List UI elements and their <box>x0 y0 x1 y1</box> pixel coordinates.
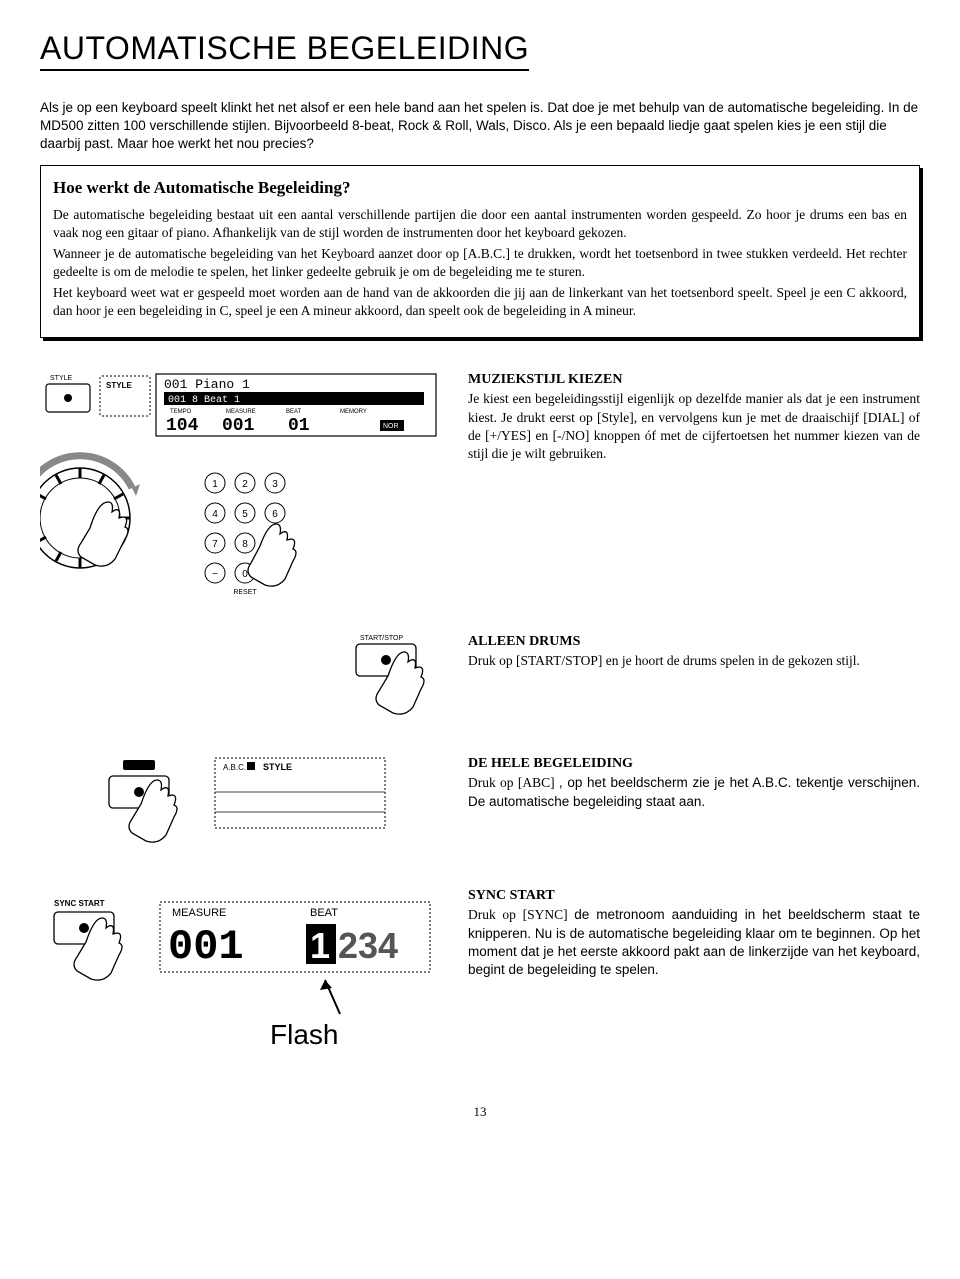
svg-text:RESET: RESET <box>233 589 257 596</box>
section-body-a: Druk op [ABC] <box>468 775 559 790</box>
svg-text:3: 3 <box>272 479 278 490</box>
svg-text:MEASURE: MEASURE <box>172 907 226 919</box>
svg-text:BEAT: BEAT <box>310 907 338 919</box>
page-number: 13 <box>40 1104 920 1120</box>
illustration-abc: A.B.C. STYLE <box>40 752 450 852</box>
illustration-drums: START/STOP <box>40 630 450 720</box>
section-drums: START/STOP ALLEEN DRUMS Druk op [START/S… <box>40 630 920 720</box>
svg-text:1: 1 <box>310 925 330 966</box>
section-title: DE HELE BEGELEIDING <box>468 756 633 771</box>
style-label-small: STYLE <box>50 375 73 382</box>
svg-text:TEMPO: TEMPO <box>170 409 192 415</box>
illustration-style: STYLE STYLE 001 Piano 1 001 8 Beat 1 TEM… <box>40 368 450 598</box>
section-title: MUZIEKSTIJL KIEZEN <box>468 372 622 387</box>
section-title: ALLEEN DRUMS <box>468 634 580 649</box>
section-abc-text: DE HELE BEGELEIDING Druk op [ABC] , op h… <box>468 752 920 810</box>
svg-text:1: 1 <box>212 479 218 490</box>
svg-text:START/STOP: START/STOP <box>360 635 404 642</box>
section-body-a: Druk op [SYNC] <box>468 907 574 922</box>
explanation-box: Hoe werkt de Automatische Begeleiding? D… <box>40 165 920 338</box>
section-sync: SYNC START MEASURE 001 BEAT 1 234 Flash … <box>40 884 920 1064</box>
svg-text:234: 234 <box>338 925 398 966</box>
svg-text:MEMORY: MEMORY <box>340 409 367 415</box>
svg-text:001: 001 <box>222 416 255 436</box>
svg-text:001 Piano 1: 001 Piano 1 <box>164 377 250 392</box>
section-body: Druk op [START/STOP] en je hoort de drum… <box>468 653 860 668</box>
svg-text:6: 6 <box>272 509 278 520</box>
section-sync-text: SYNC START Druk op [SYNC] de metronoom a… <box>468 884 920 979</box>
section-title: SYNC START <box>468 888 555 903</box>
svg-text:Flash: Flash <box>270 1019 338 1050</box>
box-paragraph: De automatische begeleiding bestaat uit … <box>53 206 907 241</box>
svg-text:7: 7 <box>212 539 218 550</box>
page-title: AUTOMATISCHE BEGELEIDING <box>40 30 529 71</box>
section-style-text: MUZIEKSTIJL KIEZEN Je kiest een begeleid… <box>468 368 920 463</box>
section-style: STYLE STYLE 001 Piano 1 001 8 Beat 1 TEM… <box>40 368 920 598</box>
svg-text:SYNC START: SYNC START <box>54 899 105 908</box>
svg-text:0: 0 <box>242 569 248 580</box>
svg-text:01: 01 <box>288 416 310 436</box>
svg-text:STYLE: STYLE <box>263 762 292 772</box>
section-abc: A.B.C. STYLE DE HELE BEGELEIDING Druk op… <box>40 752 920 852</box>
svg-text:5: 5 <box>242 509 248 520</box>
svg-text:8: 8 <box>242 539 248 550</box>
sync-illustration-svg: SYNC START MEASURE 001 BEAT 1 234 Flash <box>40 884 450 1064</box>
box-paragraph: Het keyboard weet wat er gespeeld moet w… <box>53 284 907 319</box>
intro-paragraph: Als je op een keyboard speelt klinkt het… <box>40 99 920 154</box>
svg-text:MEASURE: MEASURE <box>226 409 256 415</box>
svg-text:A.B.C.: A.B.C. <box>223 763 246 772</box>
section-drums-text: ALLEEN DRUMS Druk op [START/STOP] en je … <box>468 630 920 670</box>
illustration-sync: SYNC START MEASURE 001 BEAT 1 234 Flash <box>40 884 450 1064</box>
svg-text:STYLE: STYLE <box>106 381 132 390</box>
box-heading: Hoe werkt de Automatische Begeleiding? <box>53 178 907 198</box>
svg-text:001: 001 <box>168 923 244 971</box>
svg-text:001 8 Beat 1: 001 8 Beat 1 <box>168 395 240 406</box>
svg-text:104: 104 <box>166 416 199 436</box>
svg-text:2: 2 <box>242 479 248 490</box>
svg-text:−: − <box>212 569 218 580</box>
svg-text:BEAT: BEAT <box>286 409 302 415</box>
section-body: Je kiest een begeleidingsstijl eigenlijk… <box>468 391 920 461</box>
box-paragraph: Wanneer je de automatische begeleiding v… <box>53 245 907 280</box>
svg-text:4: 4 <box>212 509 218 520</box>
svg-text:NOR: NOR <box>383 423 399 430</box>
drums-illustration-svg: START/STOP <box>330 630 450 720</box>
abc-illustration-svg: A.B.C. STYLE <box>95 752 395 852</box>
style-illustration-svg: STYLE STYLE 001 Piano 1 001 8 Beat 1 TEM… <box>40 368 450 598</box>
